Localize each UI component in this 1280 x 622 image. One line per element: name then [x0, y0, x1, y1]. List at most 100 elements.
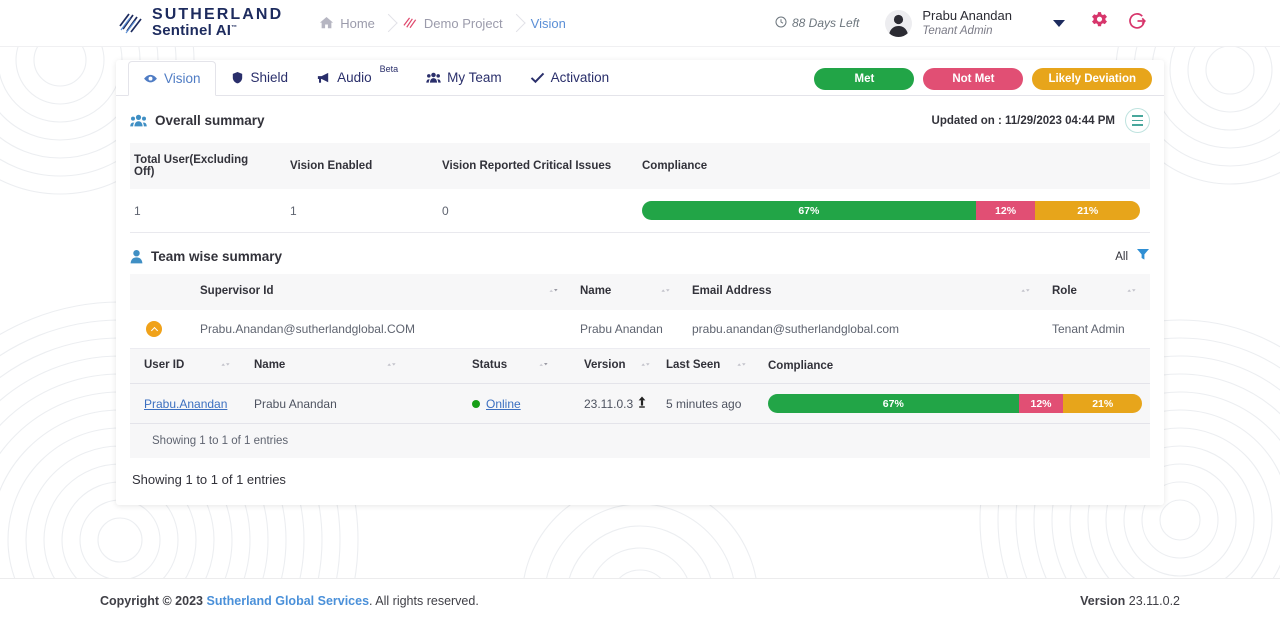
gear-icon	[1090, 11, 1109, 35]
funnel-icon[interactable]	[1136, 247, 1150, 266]
cell-total-users: 1	[130, 189, 280, 233]
overall-summary-table-wrap: Total User(Excluding Off) Vision Enabled…	[116, 143, 1164, 233]
team-summary-header: Team wise summary All	[116, 233, 1164, 274]
version-value: 23.11.0.3	[584, 396, 634, 411]
user-menu-button[interactable]	[1042, 8, 1076, 38]
legend-pill-met[interactable]: Met	[814, 68, 915, 90]
team-summary-title: Team wise summary	[151, 249, 283, 264]
sort-icon[interactable]	[641, 359, 650, 373]
sort-icon[interactable]	[1021, 285, 1030, 299]
brand-logo[interactable]: SUTHERLAND Sentinel AI™	[118, 7, 283, 39]
column-last-seen[interactable]: Last Seen	[658, 349, 754, 384]
table-header-row: Supervisor Id Name	[130, 274, 1150, 310]
filter-label: All	[1115, 250, 1128, 263]
breadcrumb-item-home[interactable]: Home	[309, 11, 398, 35]
sutherland-mark-icon	[403, 16, 418, 30]
sort-icon[interactable]	[737, 359, 746, 373]
cell-critical-issues: 0	[432, 189, 632, 233]
cell-version: 23.11.0.3	[566, 383, 658, 424]
cell-user-id[interactable]: Prabu.Anandan	[130, 383, 246, 424]
column-vision-enabled: Vision Enabled	[280, 143, 432, 189]
sort-icon[interactable]	[539, 359, 548, 373]
updated-on-label: Updated on : 11/29/2023 04:44 PM	[931, 114, 1115, 127]
tab-badge-beta: Beta	[379, 64, 399, 74]
company-link[interactable]: Sutherland Global Services	[206, 593, 370, 608]
column-status[interactable]: Status	[416, 349, 566, 384]
legend-pill-not-met[interactable]: Not Met	[923, 68, 1024, 90]
sort-icon[interactable]	[661, 285, 670, 299]
overall-summary-header: Overall summary Updated on : 11/29/2023 …	[116, 96, 1164, 143]
tab-vision[interactable]: Vision	[128, 61, 216, 96]
column-version[interactable]: Version	[566, 349, 658, 384]
copyright-suffix: . All rights reserved.	[369, 593, 479, 608]
breadcrumb-item-vision[interactable]: Vision	[521, 11, 584, 35]
shield-icon	[230, 71, 245, 85]
table-header-row: User ID Name	[130, 349, 1150, 384]
tab-my-team[interactable]: My Team	[412, 60, 516, 95]
column-total-users: Total User(Excluding Off)	[130, 143, 280, 189]
version-value: 23.11.0.2	[1128, 593, 1180, 608]
tab-label: My Team	[447, 70, 502, 85]
column-supervisor-id[interactable]: Supervisor Id	[192, 274, 572, 310]
tab-label: Vision	[164, 71, 201, 86]
column-user-id[interactable]: User ID	[130, 349, 246, 384]
footer-bar: Copyright © 2023 Sutherland Global Servi…	[0, 578, 1280, 622]
hamburger-icon[interactable]	[1125, 108, 1150, 133]
column-name[interactable]: Name	[572, 274, 684, 310]
status-link[interactable]: Online	[486, 396, 521, 411]
column-role[interactable]: Role	[1044, 274, 1150, 310]
settings-button[interactable]	[1084, 8, 1114, 38]
status-dot-icon	[472, 399, 480, 408]
team-summary-table: Supervisor Id Name	[130, 274, 1150, 349]
header-right-group: 88 Days Left Prabu Anandan Tenant Admin	[775, 8, 1152, 39]
cell-supervisor-id: Prabu.Anandan@sutherlandglobal.COM	[192, 310, 572, 349]
column-expand	[130, 274, 192, 310]
team-summary-table-wrap: Supervisor Id Name	[116, 274, 1164, 349]
overall-summary-title: Overall summary	[155, 113, 265, 128]
breadcrumb-item-demo-project[interactable]: Demo Project	[393, 11, 526, 35]
version-value-group: 23.11.0.3	[584, 396, 650, 411]
cell-compliance: 67% 12% 21%	[632, 189, 1150, 233]
sort-icon[interactable]	[1127, 285, 1136, 299]
table-row: Prabu.Anandan@sutherlandglobal.COM Prabu…	[130, 310, 1150, 349]
brand-line2: Sentinel AI™	[152, 22, 238, 39]
copyright-text: Copyright © 2023 Sutherland Global Servi…	[100, 594, 479, 608]
sort-icon[interactable]	[387, 359, 396, 373]
user-id-link[interactable]: Prabu.Anandan	[144, 396, 228, 411]
legend-pills: Met Not Met Likely Deviation	[814, 68, 1152, 90]
tab-shield[interactable]: Shield	[216, 60, 303, 95]
column-name[interactable]: Name	[246, 349, 416, 384]
cell-status: Online	[416, 383, 566, 424]
megaphone-icon	[316, 71, 331, 85]
version-label: Version	[1080, 593, 1126, 608]
cell-expand[interactable]	[130, 310, 192, 349]
tab-activation[interactable]: Activation	[516, 60, 624, 95]
logout-button[interactable]	[1122, 8, 1152, 38]
upload-arrow-icon[interactable]	[637, 396, 647, 411]
copyright-prefix: Copyright © 2023	[100, 593, 203, 608]
version-info: Version 23.11.0.2	[1080, 594, 1180, 608]
inner-entries-label: Showing 1 to 1 of 1 entries	[152, 435, 289, 447]
cell-role: Tenant Admin	[1044, 310, 1150, 349]
compliance-segment-deviation: 21%	[1035, 201, 1140, 220]
chevron-down-icon	[1053, 19, 1065, 27]
sort-icon[interactable]	[221, 359, 230, 373]
people-icon	[426, 71, 441, 85]
user-role: Tenant Admin	[922, 24, 993, 37]
cell-name: Prabu Anandan	[572, 310, 684, 349]
compliance-segment-met: 67%	[642, 201, 976, 220]
home-icon	[319, 16, 334, 30]
chevron-up-circle-icon[interactable]	[146, 321, 162, 337]
column-email-address[interactable]: Email Address	[684, 274, 1044, 310]
tab-label: Activation	[550, 70, 610, 85]
logout-icon	[1127, 11, 1147, 36]
legend-pill-likely-deviation[interactable]: Likely Deviation	[1032, 68, 1152, 90]
sort-icon[interactable]	[549, 285, 558, 299]
overall-summary-table: Total User(Excluding Off) Vision Enabled…	[130, 143, 1150, 233]
team-summary-filter[interactable]: All	[1115, 247, 1150, 266]
tab-label: Audio	[337, 70, 372, 85]
tab-audio[interactable]: Audio Beta	[302, 60, 412, 95]
compliance-segment-met: 67%	[768, 394, 1019, 413]
avatar[interactable]	[885, 9, 913, 37]
breadcrumb-label: Demo Project	[423, 15, 503, 31]
